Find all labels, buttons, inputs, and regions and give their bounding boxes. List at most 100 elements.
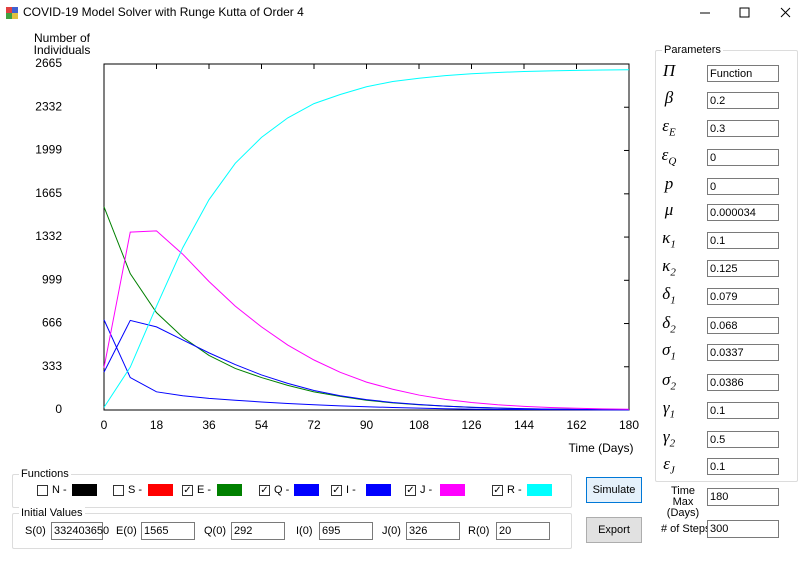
parameter-input[interactable]: 0.0386 — [707, 374, 779, 391]
parameter-input[interactable]: 0.079 — [707, 288, 779, 305]
function-label: S - — [128, 484, 143, 496]
steps-input[interactable]: 300 — [707, 520, 779, 538]
color-swatch[interactable] — [217, 484, 242, 496]
export-button[interactable]: Export — [586, 517, 642, 543]
parameter-symbol: γ1 — [654, 398, 684, 420]
function-label: J - — [420, 484, 433, 496]
symbol: σ — [662, 340, 671, 359]
field-label: I(0) — [296, 525, 313, 537]
symbol: κ — [662, 228, 671, 247]
parameter-input[interactable]: 0.1 — [707, 458, 779, 475]
checkbox[interactable]: ✓ — [331, 485, 342, 496]
checkbox[interactable]: ✓ — [259, 485, 270, 496]
symbol-subscript: 2 — [670, 266, 676, 279]
parameter-symbol: γ2 — [654, 427, 684, 449]
symbol: γ — [662, 398, 670, 417]
y-axis-label: Number of Individuals — [33, 31, 91, 57]
checkbox[interactable] — [113, 485, 124, 496]
field-input[interactable]: 326 — [406, 522, 460, 540]
symbol-subscript: Q — [668, 155, 677, 168]
parameter-input[interactable]: 0.000034 — [707, 204, 779, 221]
parameter-input[interactable]: 0.3 — [707, 120, 779, 137]
x-tick-label: 126 — [461, 418, 481, 432]
symbol-subscript: 1 — [670, 238, 676, 251]
parameter-input[interactable]: 0.5 — [707, 431, 779, 448]
time-max-input[interactable]: 180 — [707, 488, 779, 506]
color-swatch[interactable] — [148, 484, 173, 496]
function-label: Q - — [274, 484, 290, 496]
close-button[interactable] — [780, 7, 791, 18]
parameter-symbol: δ2 — [654, 313, 684, 335]
parameter-symbol: Π — [654, 61, 684, 81]
parameter-symbol: σ2 — [654, 370, 684, 392]
symbol: μ — [664, 200, 674, 219]
parameter-input[interactable]: 0.2 — [707, 92, 779, 109]
field-input[interactable]: 292 — [231, 522, 285, 540]
checkbox[interactable]: ✓ — [492, 485, 503, 496]
symbol: σ — [662, 370, 671, 389]
color-swatch[interactable] — [294, 484, 319, 496]
checkbox[interactable]: ✓ — [405, 485, 416, 496]
parameter-input[interactable]: 0.068 — [707, 317, 779, 334]
parameter-symbol: δ1 — [654, 284, 684, 306]
symbol: ε — [662, 116, 669, 135]
parameter-input[interactable]: 0.0337 — [707, 344, 779, 361]
field-input[interactable]: 1565 — [141, 522, 195, 540]
parameter-symbol: κ2 — [654, 256, 684, 278]
time-max-label: Time Max (Days) — [666, 485, 700, 519]
y-tick-label: 999 — [42, 272, 62, 286]
color-swatch[interactable] — [72, 484, 97, 496]
symbol-subscript: 2 — [669, 437, 676, 450]
group-title: Initial Values — [19, 507, 85, 519]
parameter-symbol: p — [654, 174, 684, 194]
series-line — [103, 319, 630, 411]
functions-group: Functions N - S - ✓ E - ✓ Q - ✓ I - ✓ J - ✓ R - — [12, 468, 572, 508]
parameter-input[interactable]: 0.1 — [707, 402, 779, 419]
symbol: δ — [662, 284, 671, 303]
maximize-button[interactable] — [739, 7, 750, 18]
plot-area — [103, 63, 630, 411]
parameter-symbol: εQ — [654, 145, 684, 167]
parameter-input[interactable]: Function — [707, 65, 779, 82]
color-swatch[interactable] — [527, 484, 552, 496]
parameter-input[interactable]: 0.125 — [707, 260, 779, 277]
chart: Time (Days) 0 333 666 999 1332 1665 1999 2332 26… — [35, 56, 639, 455]
x-axis-label: Time (Days) — [569, 441, 634, 455]
x-tick-label: 108 — [409, 418, 429, 432]
symbol-subscript: 1 — [669, 408, 676, 421]
color-swatch[interactable] — [440, 484, 465, 496]
field-input[interactable]: 695 — [319, 522, 373, 540]
checkbox[interactable] — [37, 485, 48, 496]
symbol-subscript: 2 — [670, 380, 676, 393]
title-bar: COVID-19 Model Solver with Runge Kutta o… — [6, 5, 791, 19]
symbol: β — [664, 88, 674, 107]
parameter-input[interactable]: 0.1 — [707, 232, 779, 249]
y-tick-label: 1332 — [35, 229, 62, 243]
parameter-input[interactable]: 0 — [707, 149, 779, 166]
function-label: R - — [507, 484, 522, 496]
y-tick-label: 666 — [42, 316, 62, 330]
parameter-symbol: μ — [654, 200, 684, 220]
color-swatch[interactable] — [366, 484, 391, 496]
group-title: Parameters — [662, 44, 723, 56]
simulate-button[interactable]: Simulate — [586, 477, 642, 503]
group-title: Functions — [19, 468, 71, 480]
field-input[interactable]: 332403650 — [51, 522, 109, 540]
y-tick-label: 0 — [55, 402, 62, 416]
field-label: R(0) — [468, 525, 490, 537]
series-line — [103, 319, 629, 411]
checkbox[interactable]: ✓ — [182, 485, 193, 496]
parameter-input[interactable]: 0 — [707, 178, 779, 195]
parameter-symbol: εJ — [654, 454, 684, 476]
symbol: ε — [663, 454, 670, 473]
parameter-symbol: σ1 — [654, 340, 684, 362]
window-title: COVID-19 Model Solver with Runge Kutta o… — [23, 5, 304, 19]
symbol-subscript: J — [669, 464, 675, 477]
field-label: E(0) — [116, 525, 137, 537]
parameter-symbol: κ1 — [654, 228, 684, 250]
initial-values-group: Initial Values S(0) 332403650 E(0) 1565 Q(0)… — [12, 507, 572, 549]
field-input[interactable]: 20 — [496, 522, 550, 540]
symbol: κ — [662, 256, 671, 275]
x-tick-label: 144 — [514, 418, 534, 432]
